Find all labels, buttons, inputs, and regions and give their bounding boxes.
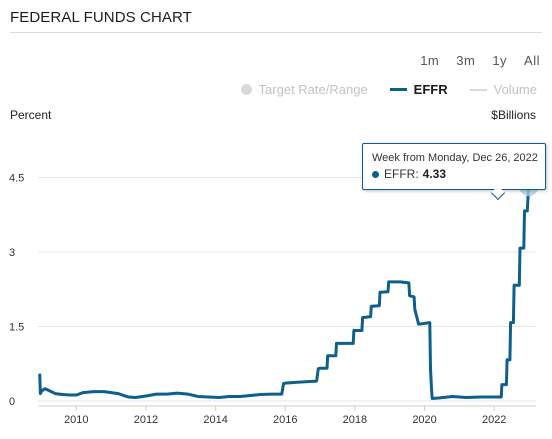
tooltip-series-label: EFFR:	[384, 167, 419, 181]
range-1m-button[interactable]: 1m	[420, 53, 440, 68]
legend-item-target[interactable]: Target Rate/Range	[240, 82, 368, 97]
x-tick-label: 2014	[203, 414, 227, 426]
y-tick-label: 3	[9, 247, 15, 259]
y-tick-label: 0	[9, 396, 15, 408]
y-axis-title: Percent	[10, 108, 52, 122]
x-tick-label: 2022	[482, 414, 506, 426]
data-tooltip: Week from Monday, Dec 26, 2022 EFFR: 4.3…	[362, 143, 546, 201]
effr-series-line	[38, 186, 531, 400]
tooltip-row: EFFR: 4.33	[372, 167, 446, 181]
target-dot-icon	[240, 84, 252, 95]
effr-line-icon	[389, 88, 407, 91]
x-tick-label: 2016	[273, 414, 297, 426]
tooltip-date: Week from Monday, Dec 26, 2022	[372, 152, 538, 164]
x-tick-label: 2010	[64, 414, 88, 426]
legend-item-volume[interactable]: Volume	[469, 82, 537, 97]
y-tick-label: 1.5	[9, 322, 24, 334]
title-divider	[10, 32, 542, 33]
y2-axis-title: $Billions	[491, 108, 536, 122]
legend-item-effr[interactable]: EFFR	[389, 82, 448, 97]
range-selector: 1m 3m 1y All	[403, 53, 540, 68]
y-tick-label: 4.5	[9, 173, 24, 185]
effr-dot-icon	[372, 170, 379, 178]
chart-title: FEDERAL FUNDS CHART	[10, 9, 192, 26]
chart-legend: Target Rate/Range EFFR Volume	[219, 82, 537, 97]
range-3m-button[interactable]: 3m	[456, 53, 476, 68]
range-1y-button[interactable]: 1y	[492, 53, 508, 68]
legend-effr-label: EFFR	[413, 82, 448, 97]
x-tick-label: 2020	[412, 414, 436, 426]
tooltip-value: 4.33	[422, 167, 447, 181]
range-all-button[interactable]: All	[524, 53, 540, 68]
x-tick-label: 2018	[343, 414, 367, 426]
x-tick-label: 2012	[134, 414, 158, 426]
legend-target-label: Target Rate/Range	[258, 82, 368, 97]
legend-volume-label: Volume	[493, 82, 537, 97]
volume-line-icon	[469, 88, 487, 91]
